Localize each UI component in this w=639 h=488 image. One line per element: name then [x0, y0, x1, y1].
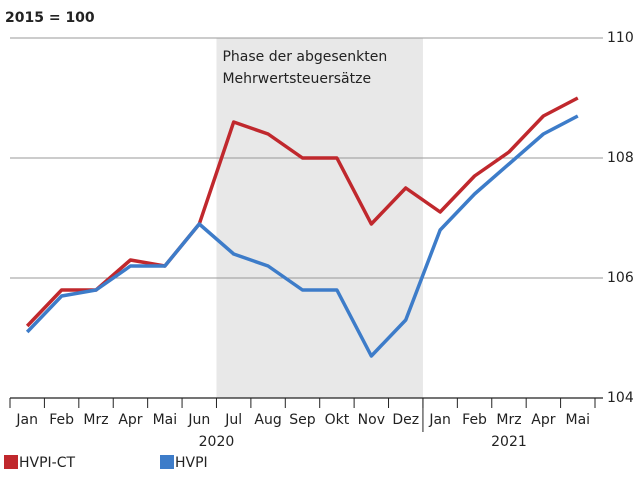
x-tick-label: Feb	[49, 412, 74, 428]
x-tick-label: Mrz	[83, 412, 108, 428]
x-tick-label: Okt	[325, 412, 350, 428]
legend-label: HVPI-CT	[19, 455, 76, 471]
x-tick-label: Mai	[153, 412, 178, 428]
y-axis-label: 2015 = 100	[5, 10, 95, 26]
x-tick-label: Apr	[531, 412, 555, 428]
x-tick-label: Dez	[392, 412, 419, 428]
legend-label: HVPI	[175, 455, 208, 471]
x-group-label: 2021	[491, 434, 527, 450]
legend-swatch	[160, 455, 174, 469]
y-tick-label: 104	[607, 390, 634, 406]
x-tick-label: Mai	[566, 412, 591, 428]
x-tick-label: Jul	[224, 412, 242, 428]
highlight-band	[216, 38, 423, 398]
legend-swatch	[4, 455, 18, 469]
x-tick-label: Feb	[462, 412, 487, 428]
x-tick-label: Apr	[118, 412, 142, 428]
x-tick-label: Jun	[187, 412, 210, 428]
series-line	[25, 96, 579, 328]
x-group-label: 2020	[199, 434, 235, 450]
y-tick-label: 106	[607, 270, 634, 286]
y-tick-label: 108	[607, 150, 634, 166]
x-tick-label: Mrz	[496, 412, 521, 428]
highlight-label: Phase der abgesenkten	[222, 49, 387, 65]
x-tick-label: Nov	[358, 412, 385, 428]
x-tick-label: Sep	[289, 412, 316, 428]
y-tick-label: 110	[607, 30, 634, 46]
x-tick-label: Jan	[15, 412, 38, 428]
x-tick-label: Aug	[254, 412, 281, 428]
highlight-label: Mehrwertsteuersätze	[222, 71, 371, 87]
series-line	[25, 114, 579, 358]
x-tick-label: Jan	[428, 412, 451, 428]
